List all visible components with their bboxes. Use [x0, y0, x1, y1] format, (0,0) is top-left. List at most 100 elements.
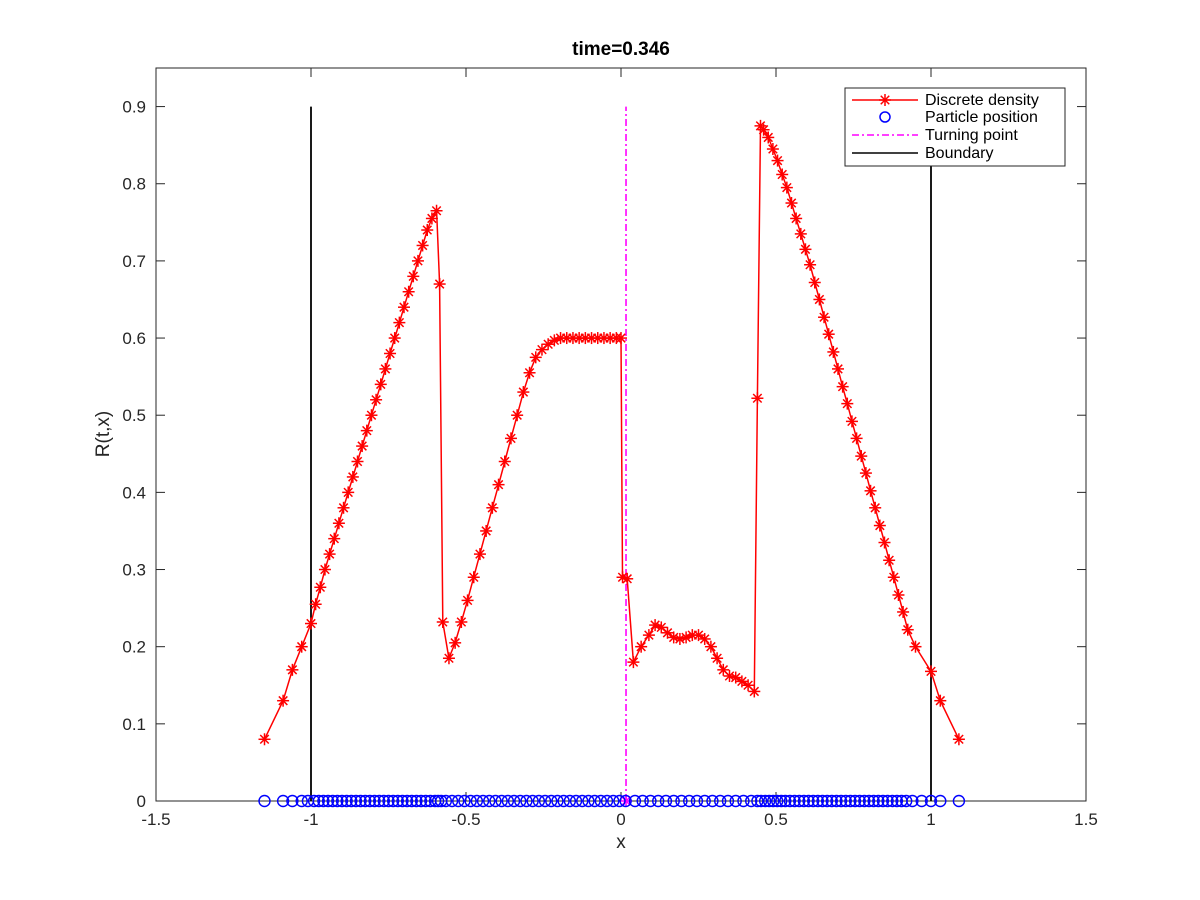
density-point: [328, 532, 341, 545]
particle-point: [588, 794, 601, 808]
particle-point: [636, 794, 649, 808]
density-marker-stroke: [842, 398, 853, 409]
particle-point: [349, 794, 363, 808]
density-marker-stroke: [306, 618, 316, 629]
y-tick-label: 0.3: [122, 561, 146, 580]
density-point: [402, 285, 415, 298]
particle-point: [915, 794, 928, 808]
x-tick-label: -1.5: [141, 810, 170, 829]
density-marker-stroke: [413, 256, 423, 266]
particle-point: [419, 794, 432, 808]
density-point: [845, 415, 858, 428]
density-marker-stroke: [499, 456, 510, 467]
particle-point: [317, 794, 330, 808]
density-marker-stroke: [462, 595, 473, 606]
density-point: [827, 345, 840, 358]
density-point: [374, 378, 387, 391]
particle-point: [890, 794, 904, 808]
density-marker-stroke: [617, 572, 628, 583]
density-point: [529, 351, 542, 364]
particle-point: [754, 794, 768, 808]
density-point: [621, 572, 634, 585]
density-marker-stroke: [329, 533, 340, 544]
density-point: [421, 224, 434, 237]
particle-point: [532, 794, 546, 808]
density-point: [771, 154, 784, 167]
density-point: [305, 617, 317, 630]
density-point: [859, 467, 872, 480]
density-point: [692, 629, 705, 642]
particle-point: [811, 794, 825, 808]
particle-point: [340, 794, 353, 808]
density-marker-stroke: [616, 333, 626, 343]
particle-point: [489, 794, 502, 808]
y-tick-label: 0.2: [122, 638, 146, 657]
density-marker-stroke: [296, 641, 307, 652]
density-marker-stroke: [628, 657, 639, 667]
density-marker-stroke: [752, 393, 763, 404]
density-point: [776, 168, 789, 181]
density-marker-stroke: [884, 555, 894, 566]
y-tick-label: 0.5: [122, 406, 146, 425]
legend-density-marker: [879, 94, 891, 106]
density-point: [790, 212, 803, 225]
particle-point: [797, 794, 811, 808]
particle-point: [652, 794, 665, 808]
density-marker-stroke: [338, 503, 349, 513]
density-point: [635, 640, 648, 653]
particle-point: [501, 794, 515, 808]
particle-point: [507, 794, 521, 808]
particle-point: [628, 794, 642, 808]
density-marker-stroke: [427, 213, 437, 224]
density-point: [542, 338, 555, 351]
density-marker-stroke: [450, 638, 460, 648]
density-marker-stroke: [524, 368, 535, 378]
density-point: [398, 301, 410, 314]
density-point: [379, 362, 392, 375]
density-marker-stroke: [437, 617, 448, 627]
density-marker-stroke: [828, 347, 839, 357]
density-marker-stroke: [320, 564, 330, 575]
density-point: [897, 605, 910, 618]
density-point: [850, 432, 863, 445]
particle-point: [659, 794, 673, 808]
particle-point: [582, 794, 595, 808]
density-point: [356, 440, 369, 453]
density-marker-stroke: [315, 582, 326, 593]
particle-point: [345, 794, 358, 808]
particle-point: [872, 794, 885, 808]
density-point: [360, 424, 373, 437]
density-point: [925, 665, 937, 678]
particle-point: [538, 794, 552, 808]
density-point: [384, 347, 397, 360]
particle-point: [834, 794, 848, 808]
particle-point: [825, 794, 838, 808]
particle-point: [373, 794, 386, 808]
particle-point: [690, 794, 704, 808]
particle-point: [830, 794, 843, 808]
density-marker-stroke: [259, 734, 270, 745]
density-point: [832, 362, 844, 375]
particle-point: [464, 794, 477, 808]
particle-point: [783, 794, 797, 808]
density-marker-stroke: [650, 620, 660, 630]
particle-point: [816, 794, 829, 808]
density-marker-stroke: [699, 634, 710, 644]
density-marker-stroke: [468, 572, 479, 583]
density-marker-stroke: [712, 653, 722, 664]
density-point: [869, 501, 882, 514]
density-marker-stroke: [343, 487, 353, 498]
density-marker-stroke: [889, 572, 899, 583]
density-marker-stroke: [861, 468, 871, 478]
density-marker-stroke: [800, 244, 811, 255]
density-marker-stroke: [394, 317, 405, 328]
density-point: [430, 204, 443, 217]
density-point: [729, 671, 742, 684]
particle-point: [779, 794, 792, 808]
density-marker-stroke: [324, 549, 335, 559]
particle-point: [793, 794, 806, 808]
density-point: [523, 366, 536, 379]
density-marker-stroke: [352, 456, 363, 467]
density-marker-stroke: [935, 695, 946, 706]
density-point: [480, 524, 493, 537]
